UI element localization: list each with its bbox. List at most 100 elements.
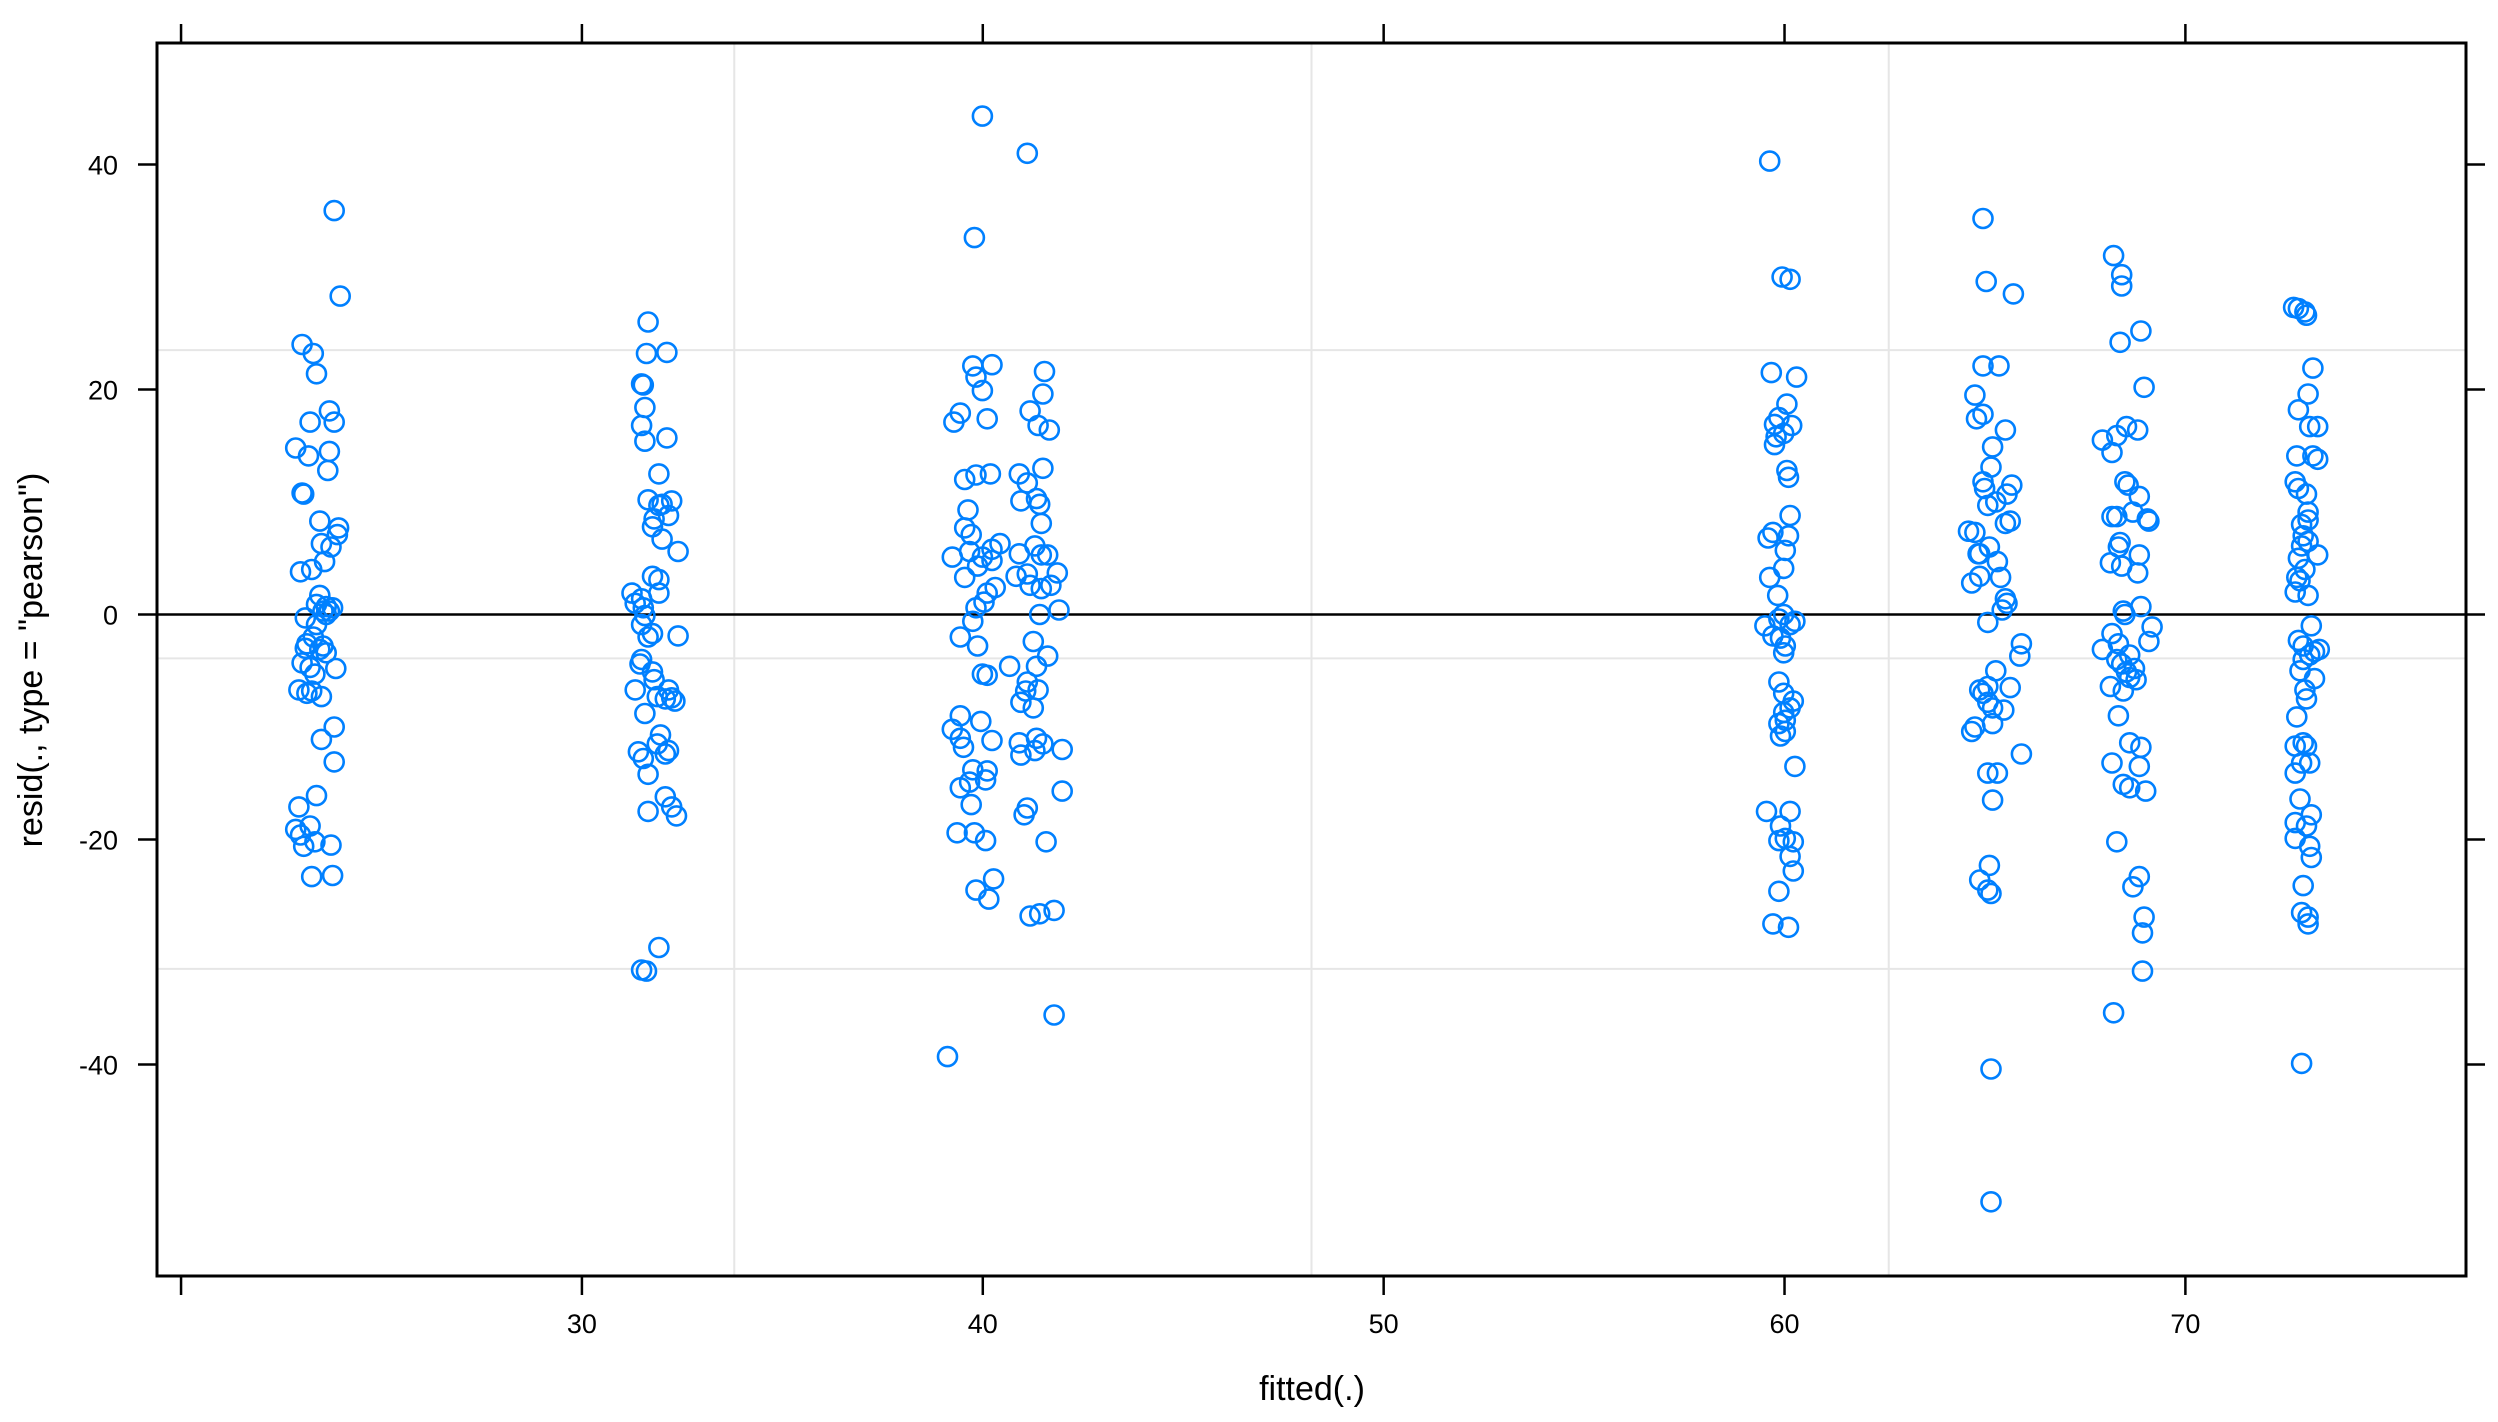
data-point-circle (1032, 383, 1054, 405)
data-point-circle (949, 776, 972, 799)
data-point-circle (304, 663, 326, 685)
data-point-circle (1777, 916, 1800, 939)
data-point-circle (643, 508, 665, 530)
data-point-circle (1981, 697, 2004, 719)
data-point-circle (321, 864, 344, 887)
data-point-circle (665, 805, 688, 827)
data-point-circle (1972, 355, 1994, 377)
data-point-circle (2131, 922, 2154, 944)
data-point-circle (2122, 875, 2144, 898)
data-point-circle (2284, 811, 2306, 834)
data-point-circle (1762, 913, 1784, 935)
data-point-circle (2286, 706, 2308, 728)
data-point-circle (2133, 906, 2155, 928)
data-point-circle (1760, 361, 1783, 384)
data-point-circle (965, 464, 987, 486)
data-point-circle (965, 366, 987, 388)
data-point-circle (2130, 736, 2152, 759)
x-tick-label: 30 (567, 1309, 597, 1339)
data-point-circle (976, 582, 999, 604)
data-point-circle (1996, 483, 2018, 505)
data-point-circle (974, 829, 997, 852)
x-axis-bottom-ticks: 30 40 50 60 70 (179, 1276, 2200, 1339)
data-point-circle (641, 622, 664, 645)
data-point-circle (1028, 493, 1051, 516)
data-point-circle (1988, 355, 2010, 377)
data-point-circle (302, 342, 325, 365)
data-point-circle (1784, 755, 1806, 778)
data-point-circle (2292, 648, 2314, 671)
y-tick-label: 40 (88, 151, 118, 181)
data-point-circle (1036, 544, 1059, 566)
data-point-circle (2284, 581, 2306, 603)
data-point-circle (1779, 697, 1801, 719)
data-point-circle (1772, 422, 1795, 445)
data-point-circle (2138, 510, 2160, 532)
data-point-circle (1022, 697, 1045, 719)
data-point-circle (1777, 524, 1800, 547)
data-point-circle (1766, 584, 1789, 607)
data-point-circle (1772, 641, 1795, 664)
data-point-circle (2290, 901, 2313, 924)
data-point-circle (646, 685, 669, 708)
x-tick-label: 70 (2170, 1309, 2200, 1339)
data-point-circle (979, 463, 1002, 485)
data-point-circle (632, 374, 655, 396)
data-point-circle (971, 105, 994, 127)
data-point-circle (2130, 320, 2152, 342)
data-point-circle (1779, 504, 1801, 527)
data-point-circle (1981, 789, 2004, 811)
data-point-circle (2290, 752, 2313, 774)
data-point-circle (952, 736, 975, 759)
data-point-circle (1964, 521, 1986, 544)
data-point-circle (961, 610, 984, 633)
data-point-circle (300, 865, 323, 888)
data-point-circle (2287, 398, 2310, 421)
data-point-circle (284, 818, 307, 841)
data-point-circle (320, 536, 342, 558)
data-point-circle (643, 668, 665, 691)
data-point-circle (1010, 691, 1032, 714)
data-point-circle (1978, 854, 2001, 877)
data-point-circle (2010, 743, 2033, 765)
data-point-circle (953, 517, 976, 539)
data-point-circle (637, 763, 659, 786)
data-point-circle (2002, 283, 2025, 305)
data-point-circle (300, 558, 323, 581)
data-point-circle (1968, 565, 1991, 588)
x-tick-label: 40 (968, 1309, 998, 1339)
data-point-circle (2106, 505, 2128, 528)
data-point-circle (323, 199, 346, 222)
data-point-circle (2290, 535, 2313, 557)
data-point-circle (1035, 830, 1057, 853)
data-point-circle (1030, 512, 1053, 535)
data-point-circle (1016, 563, 1039, 585)
data-point-circle (965, 596, 987, 619)
data-point-circle (2112, 680, 2135, 702)
data-point-circle (1779, 268, 1801, 291)
data-point-circle (2010, 632, 2033, 655)
data-point-circle (2126, 419, 2149, 441)
data-point-circle (2101, 752, 2123, 774)
data-point-circle (304, 830, 326, 853)
y-tick-label: -40 (79, 1051, 118, 1081)
data-point-circle (657, 739, 680, 762)
data-point-circle (1994, 419, 2017, 441)
data-point-circle (632, 596, 655, 619)
data-point-circle (1051, 780, 1073, 802)
data-point-circle (1975, 270, 1997, 293)
data-point-circle (1758, 566, 1781, 589)
data-point-circle (1960, 720, 1983, 743)
data-point-circle (2295, 815, 2318, 837)
data-point-circle (966, 635, 989, 657)
data-point-circle (667, 625, 689, 647)
data-point-circle (1782, 860, 1805, 882)
data-point-circle (946, 821, 968, 844)
data-point-circle (965, 879, 987, 901)
data-point-circle (1019, 905, 1041, 927)
data-point-circle (1980, 1191, 2002, 1213)
data-point-circle (2302, 357, 2324, 379)
data-point-circle (1755, 800, 1778, 823)
data-point-circle (308, 638, 331, 661)
